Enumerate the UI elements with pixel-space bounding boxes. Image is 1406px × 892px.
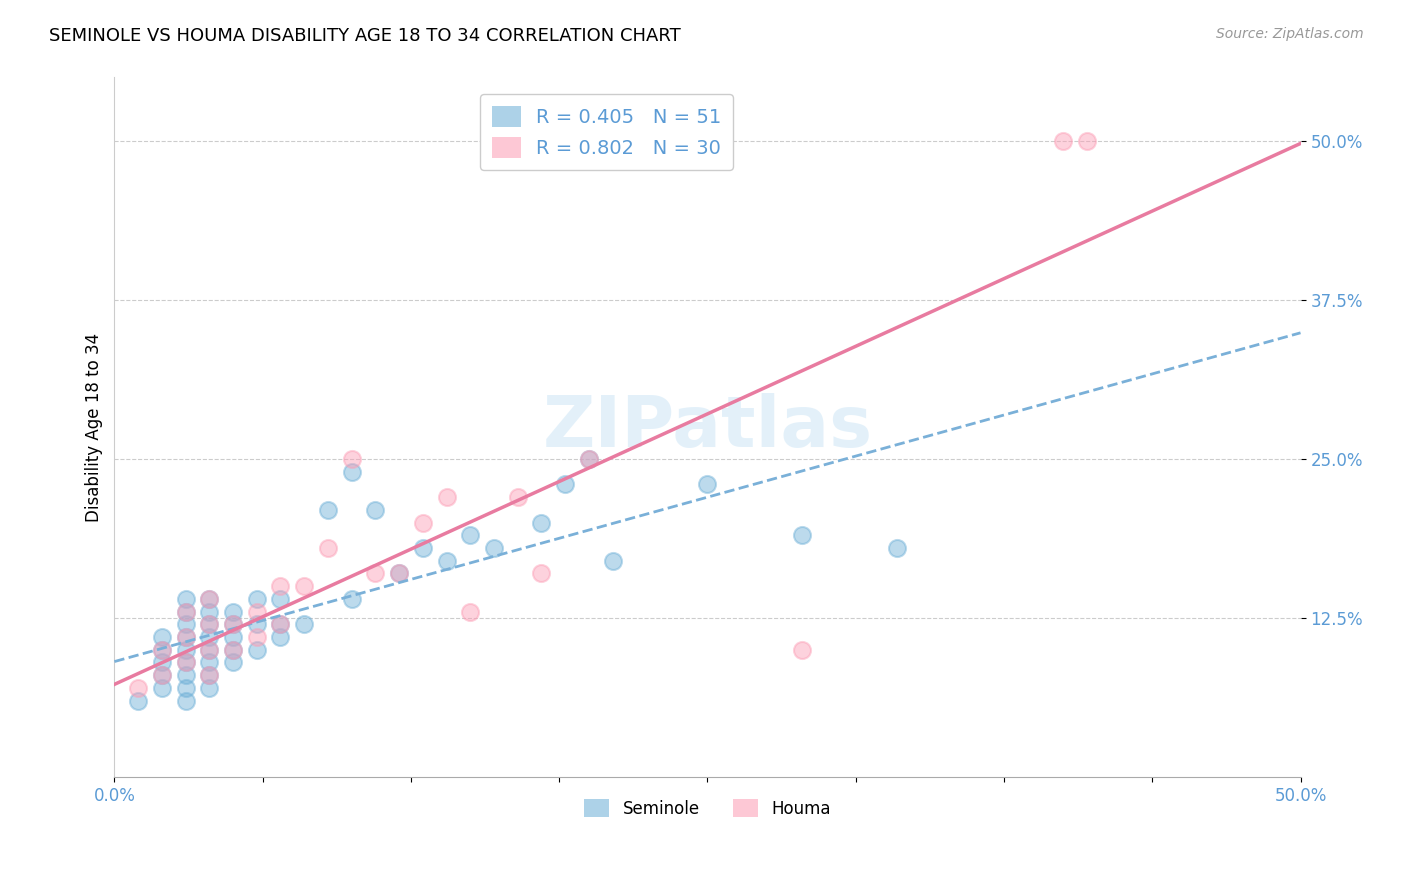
Point [246, 605, 269, 619]
Point [388, 566, 411, 581]
Point [246, 617, 269, 632]
Point [340, 452, 363, 467]
Point [150, 642, 173, 657]
Point [458, 528, 481, 542]
Point [198, 642, 221, 657]
Point [436, 554, 458, 568]
Point [198, 656, 221, 670]
Point [316, 541, 339, 555]
Legend: Seminole, Houma: Seminole, Houma [578, 792, 838, 824]
Point [174, 630, 197, 644]
Point [792, 642, 814, 657]
Text: Source: ZipAtlas.com: Source: ZipAtlas.com [1216, 27, 1364, 41]
Point [458, 605, 481, 619]
Point [198, 668, 221, 682]
Point [578, 452, 600, 467]
Point [174, 630, 197, 644]
Point [292, 579, 315, 593]
Point [292, 617, 315, 632]
Point [174, 642, 197, 657]
Point [150, 681, 173, 695]
Point [1076, 134, 1098, 148]
Point [174, 668, 197, 682]
Point [412, 541, 434, 555]
Point [198, 681, 221, 695]
Point [174, 605, 197, 619]
Point [198, 668, 221, 682]
Point [174, 605, 197, 619]
Point [246, 591, 269, 606]
Point [269, 617, 291, 632]
Point [554, 477, 576, 491]
Point [198, 642, 221, 657]
Point [436, 490, 458, 504]
Point [602, 554, 624, 568]
Point [506, 490, 529, 504]
Point [316, 503, 339, 517]
Point [150, 656, 173, 670]
Point [174, 656, 197, 670]
Point [269, 579, 291, 593]
Point [150, 642, 173, 657]
Point [530, 566, 553, 581]
Point [578, 452, 600, 467]
Point [886, 541, 908, 555]
Point [222, 642, 245, 657]
Point [198, 617, 221, 632]
Point [198, 617, 221, 632]
Point [530, 516, 553, 530]
Point [222, 630, 245, 644]
Point [388, 566, 411, 581]
Point [269, 617, 291, 632]
Point [792, 528, 814, 542]
Point [246, 630, 269, 644]
Y-axis label: Disability Age 18 to 34: Disability Age 18 to 34 [86, 333, 103, 522]
Point [150, 630, 173, 644]
Point [174, 617, 197, 632]
Point [340, 465, 363, 479]
Point [198, 605, 221, 619]
Point [174, 681, 197, 695]
Point [127, 693, 149, 707]
Point [150, 668, 173, 682]
Text: SEMINOLE VS HOUMA DISABILITY AGE 18 TO 34 CORRELATION CHART: SEMINOLE VS HOUMA DISABILITY AGE 18 TO 3… [49, 27, 681, 45]
Text: ZIPatlas: ZIPatlas [543, 392, 873, 462]
Point [340, 591, 363, 606]
Point [482, 541, 505, 555]
Point [127, 681, 149, 695]
Point [222, 617, 245, 632]
Point [150, 668, 173, 682]
Point [174, 591, 197, 606]
Point [412, 516, 434, 530]
Point [222, 617, 245, 632]
Point [198, 591, 221, 606]
Point [222, 656, 245, 670]
Point [364, 566, 387, 581]
Point [198, 630, 221, 644]
Point [696, 477, 718, 491]
Point [174, 693, 197, 707]
Point [269, 630, 291, 644]
Point [222, 642, 245, 657]
Point [269, 591, 291, 606]
Point [174, 656, 197, 670]
Point [1052, 134, 1074, 148]
Point [198, 591, 221, 606]
Point [246, 642, 269, 657]
Point [222, 605, 245, 619]
Point [364, 503, 387, 517]
